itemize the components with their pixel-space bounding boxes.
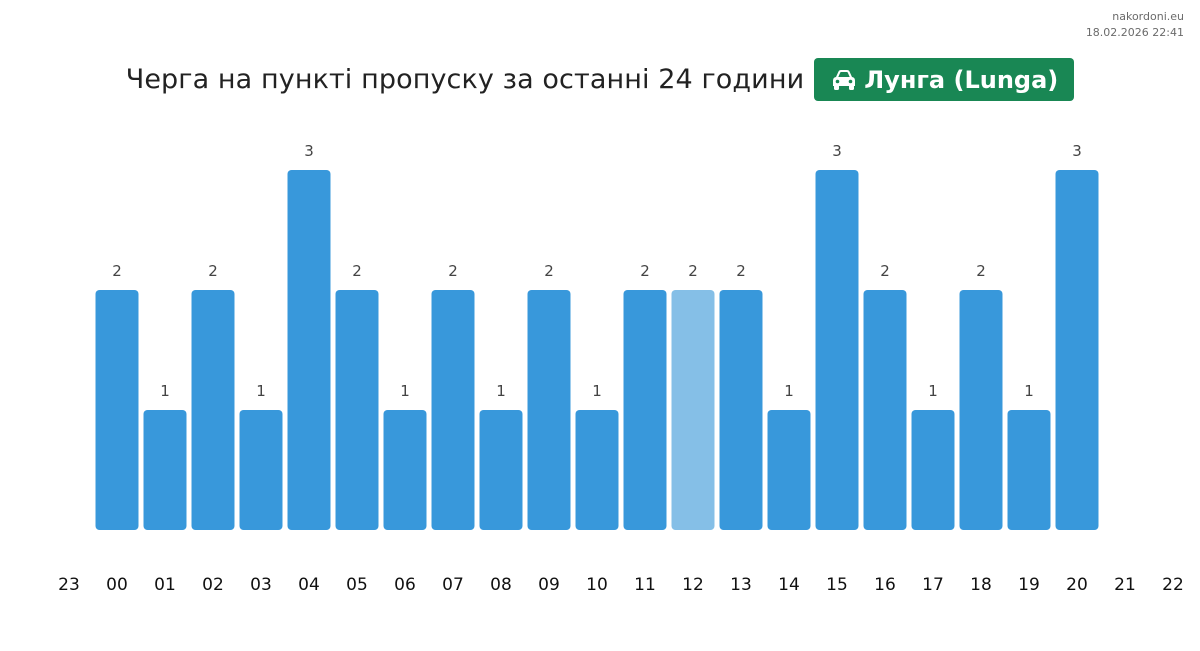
bar-00[interactable] xyxy=(95,290,139,530)
x-tick-label: 22 xyxy=(1162,575,1184,595)
x-tick-label: 13 xyxy=(730,575,752,595)
bar-value-label: 1 xyxy=(496,382,506,400)
bar-15[interactable] xyxy=(815,170,859,530)
bar-value-label: 2 xyxy=(352,262,362,280)
bar-08[interactable] xyxy=(479,410,523,530)
watermark: nakordoni.eu 18.02.2026 22:41 xyxy=(1086,9,1184,41)
x-tick-label: 20 xyxy=(1066,575,1088,595)
bar-value-label: 2 xyxy=(688,262,698,280)
checkpoint-name: Лунга (Lunga) xyxy=(864,65,1059,94)
bar-value-label: 1 xyxy=(1024,382,1034,400)
x-tick-label: 19 xyxy=(1018,575,1040,595)
bar-19[interactable] xyxy=(1007,410,1051,530)
car-icon xyxy=(833,69,856,90)
x-tick-label: 02 xyxy=(202,575,224,595)
x-tick-label: 23 xyxy=(58,575,80,595)
bar-value-label: 1 xyxy=(592,382,602,400)
watermark-datetime: 18.02.2026 22:41 xyxy=(1085,26,1184,39)
bar-04[interactable] xyxy=(287,170,331,530)
bar-value-label: 3 xyxy=(304,142,314,160)
bar-07[interactable] xyxy=(431,290,475,530)
x-tick-label: 12 xyxy=(682,575,704,595)
bar-17[interactable] xyxy=(911,410,955,530)
x-tick-label: 01 xyxy=(154,575,176,595)
bar-value-label: 1 xyxy=(400,382,410,400)
bar-value-label: 2 xyxy=(544,262,554,280)
x-tick-label: 18 xyxy=(970,575,992,595)
bar-value-label: 2 xyxy=(880,262,890,280)
bar-value-label: 1 xyxy=(784,382,794,400)
x-tick-label: 17 xyxy=(922,575,944,595)
bar-value-label: 2 xyxy=(640,262,650,280)
bar-11[interactable] xyxy=(623,290,667,530)
x-tick-label: 06 xyxy=(394,575,416,595)
bar-18[interactable] xyxy=(959,290,1003,530)
x-tick-label: 04 xyxy=(298,575,320,595)
bar-09[interactable] xyxy=(527,290,571,530)
chart-header: Черга на пункті пропуску за останні 24 г… xyxy=(0,58,1200,101)
bar-05[interactable] xyxy=(335,290,379,530)
bar-value-label: 2 xyxy=(976,262,986,280)
bar-13[interactable] xyxy=(719,290,763,530)
x-tick-label: 21 xyxy=(1114,575,1136,595)
bar-03[interactable] xyxy=(239,410,283,530)
x-tick-label: 08 xyxy=(490,575,512,595)
bar-01[interactable] xyxy=(143,410,187,530)
bar-value-label: 1 xyxy=(160,382,170,400)
x-tick-label: 11 xyxy=(634,575,656,595)
bar-02[interactable] xyxy=(191,290,235,530)
bar-14[interactable] xyxy=(767,410,811,530)
bar-12[interactable] xyxy=(671,290,715,530)
watermark-site: nakordoni.eu xyxy=(1112,10,1184,23)
bar-value-label: 2 xyxy=(208,262,218,280)
bar-16[interactable] xyxy=(863,290,907,530)
checkpoint-badge: Лунга (Lunga) xyxy=(814,58,1075,101)
x-tick-label: 09 xyxy=(538,575,560,595)
bar-value-label: 3 xyxy=(1072,142,1082,160)
bar-value-label: 2 xyxy=(448,262,458,280)
x-tick-label: 10 xyxy=(586,575,608,595)
bar-value-label: 3 xyxy=(832,142,842,160)
bar-06[interactable] xyxy=(383,410,427,530)
chart-title: Черга на пункті пропуску за останні 24 г… xyxy=(125,64,805,95)
x-tick-label: 16 xyxy=(874,575,896,595)
bar-value-label: 1 xyxy=(928,382,938,400)
bar-10[interactable] xyxy=(575,410,619,530)
x-tick-label: 15 xyxy=(826,575,848,595)
bar-value-label: 1 xyxy=(256,382,266,400)
bar-20[interactable] xyxy=(1055,170,1099,530)
x-tick-label: 00 xyxy=(106,575,128,595)
bar-value-label: 2 xyxy=(112,262,122,280)
x-tick-label: 07 xyxy=(442,575,464,595)
x-tick-label: 03 xyxy=(250,575,272,595)
x-tick-label: 05 xyxy=(346,575,368,595)
bar-value-label: 2 xyxy=(736,262,746,280)
x-tick-label: 14 xyxy=(778,575,800,595)
